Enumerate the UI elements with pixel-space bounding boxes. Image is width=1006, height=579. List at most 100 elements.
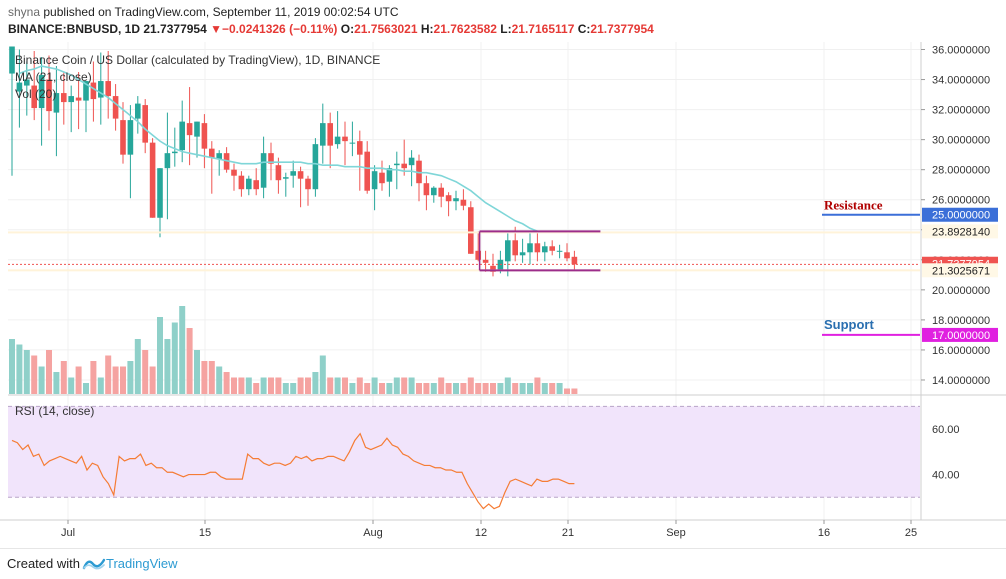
candle-body	[231, 169, 237, 176]
tradingview-logo-icon[interactable]	[82, 555, 106, 571]
volume-bar	[416, 383, 422, 394]
rsi-band	[8, 406, 920, 498]
candle-body	[431, 187, 437, 196]
candle-body	[209, 148, 215, 158]
axis-tick-label: 26.0000000	[932, 195, 990, 207]
price-axis[interactable]: 14.0000000 16.0000000 18.0000000 20.0000000…	[920, 42, 998, 520]
price-label: 17.0000000	[932, 330, 990, 342]
candle-body	[342, 136, 348, 142]
volume-bar	[53, 372, 60, 394]
symbol-label: BINANCE:BNBUSD, 1D	[8, 22, 141, 36]
axis-tick-label: 36.0000000	[932, 45, 990, 57]
low-value: 21.7165117	[511, 22, 575, 36]
time-tick-label: 25	[905, 527, 917, 539]
volume-bar	[438, 377, 445, 394]
volume-bar	[423, 383, 430, 394]
volume-bar	[430, 383, 437, 394]
volume-bar	[371, 377, 378, 394]
volume-bar	[216, 366, 223, 394]
open-label: O:	[340, 22, 355, 36]
range-bottom-band	[8, 269, 920, 272]
rsi-pane: 40.00 60.00	[8, 405, 960, 510]
volume-bar	[75, 366, 82, 394]
time-tick-label: 15	[199, 527, 211, 539]
candle-body	[505, 240, 511, 262]
rsi-legend: RSI (14, close)	[15, 404, 94, 418]
overlay-layer: Resistance Support	[8, 198, 920, 336]
candle-body	[482, 259, 489, 263]
candle-body	[460, 199, 467, 206]
volume-bar	[275, 377, 282, 394]
volume-bar	[541, 383, 548, 394]
volume-bar	[142, 350, 149, 394]
candle-body	[490, 265, 496, 272]
volume-bar	[393, 377, 400, 394]
candle-body	[283, 177, 289, 179]
volume-bar	[327, 377, 334, 394]
candle-body	[445, 195, 452, 202]
last-price: 21.7377954	[143, 22, 207, 36]
candle-body	[564, 252, 570, 259]
volume-bar	[83, 383, 89, 394]
candle-body	[275, 165, 282, 181]
change-arrow-icon: ▼	[210, 22, 222, 36]
low-label: L:	[500, 22, 512, 36]
volume-bar	[512, 383, 519, 394]
candle-layer	[9, 46, 578, 277]
volume-bar	[379, 383, 385, 394]
volume-bar	[97, 377, 104, 394]
price-label-bg	[922, 224, 998, 239]
volume-bar	[112, 366, 119, 394]
candle-body	[527, 243, 533, 253]
candle-body	[135, 103, 141, 119]
candle-body	[61, 93, 67, 103]
volume-bar	[445, 383, 452, 394]
volume-bar	[90, 361, 97, 394]
volume-bar	[460, 383, 467, 394]
volume-layer	[9, 306, 578, 394]
candle-body	[534, 243, 541, 253]
tradingview-brand[interactable]: TradingView	[106, 556, 178, 571]
candle-body	[253, 180, 259, 190]
high-value: 21.7623582	[433, 22, 497, 36]
volume-bar	[16, 344, 23, 394]
volume-bar	[334, 377, 341, 394]
candle-body	[549, 246, 555, 251]
candle-body	[157, 168, 163, 218]
candle-body	[260, 153, 267, 188]
change-value: −0.0241326 (−0.11%)	[222, 22, 338, 36]
volume-bar	[401, 377, 408, 394]
volume-bar	[23, 350, 30, 394]
volume-bar	[105, 355, 112, 394]
rsi-tick-label: 40.00	[932, 470, 960, 482]
volume-bar	[134, 339, 141, 394]
volume-bar	[519, 383, 526, 394]
volume-bar	[253, 383, 260, 394]
author-name[interactable]: shyna	[8, 5, 41, 19]
volume-bar	[527, 383, 533, 394]
time-tick-label: Sep	[666, 527, 686, 539]
chart-title: Binance Coin / US Dollar (calculated by …	[15, 53, 380, 67]
chart-header: shyna published on TradingView.com, Sept…	[0, 0, 1006, 42]
candle-body	[179, 121, 185, 151]
time-axis[interactable]: Jul 15 Aug 12 21 Sep 16 25	[0, 519, 1006, 539]
candle-body	[90, 82, 97, 100]
volume-bar	[120, 366, 126, 394]
volume-bar	[312, 372, 319, 394]
axis-tick-label: 14.0000000	[932, 375, 990, 387]
price-chart[interactable]: Resistance Support 14.0000000 16.0000000 18…	[0, 0, 1006, 548]
volume-bar	[290, 383, 297, 394]
volume-bar	[297, 377, 304, 394]
volume-bar	[157, 317, 163, 394]
volume-bar	[238, 377, 245, 394]
price-label: 23.8928140	[932, 226, 990, 238]
volume-bar	[504, 377, 511, 394]
volume-bar	[453, 383, 459, 394]
candle-body	[364, 151, 370, 191]
support-annotation: Support	[824, 317, 874, 332]
volume-bar	[497, 383, 504, 394]
candle-body	[16, 82, 23, 92]
published-text: published on TradingView.com, September …	[43, 5, 399, 19]
volume-bar	[305, 377, 311, 394]
candle-body	[423, 183, 430, 196]
